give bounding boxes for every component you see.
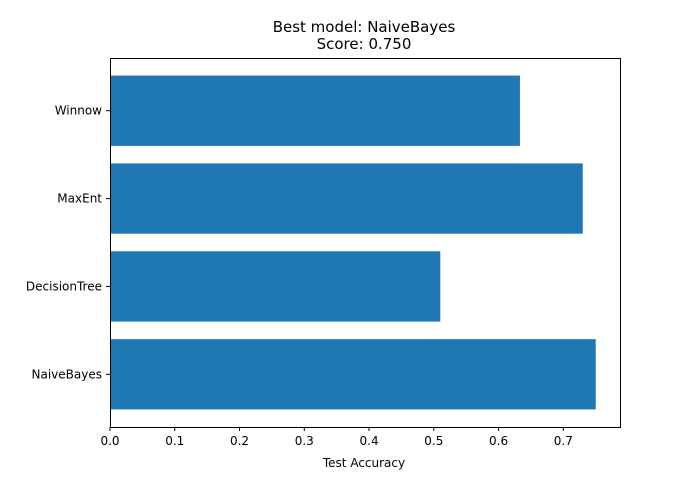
y-tick-label: NaiveBayes bbox=[32, 367, 102, 381]
bars-group bbox=[110, 75, 596, 410]
y-tick-label: MaxEnt bbox=[57, 192, 102, 206]
y-tick-label: DecisionTree bbox=[26, 279, 102, 293]
x-tick-label: 0.6 bbox=[489, 434, 508, 448]
bar-decisiontree bbox=[110, 251, 441, 322]
x-tick-label: 0.4 bbox=[360, 434, 379, 448]
plot-frame bbox=[110, 58, 621, 428]
x-tick-label: 0.5 bbox=[424, 434, 443, 448]
x-tick-label: 0.3 bbox=[295, 434, 314, 448]
y-tick-label: Winnow bbox=[55, 104, 102, 118]
bar-naivebayes bbox=[110, 339, 596, 410]
x-axis-ticks: 0.0 0.1 0.2 0.3 0.4 0.5 0.6 0.7 bbox=[100, 427, 573, 448]
chart-subtitle: Score: 0.750 bbox=[317, 35, 412, 53]
bar-maxent bbox=[110, 163, 583, 234]
x-tick-label: 0.0 bbox=[100, 434, 119, 448]
x-axis-label: Test Accuracy bbox=[322, 456, 405, 470]
y-axis-ticks: NaiveBayes DecisionTree MaxEnt Winnow bbox=[26, 104, 110, 381]
x-tick-label: 0.2 bbox=[230, 434, 249, 448]
x-tick-label: 0.1 bbox=[165, 434, 184, 448]
bar-winnow bbox=[110, 75, 520, 146]
chart-title: Best model: NaiveBayes bbox=[273, 18, 456, 36]
x-tick-label: 0.7 bbox=[554, 434, 573, 448]
